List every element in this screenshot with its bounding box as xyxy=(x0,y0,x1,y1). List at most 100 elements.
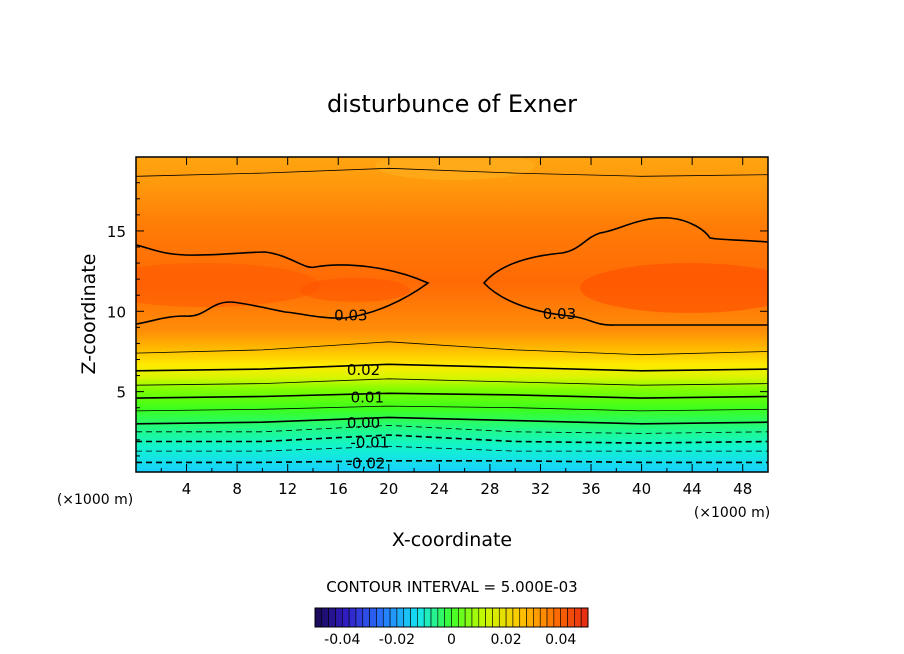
x-unit-left: (×1000 m) xyxy=(57,492,133,508)
y-tick-label-1: 10 xyxy=(107,303,126,321)
colorbar-cell-18 xyxy=(437,607,445,628)
x-tick-label-10: 44 xyxy=(683,480,702,498)
colorbar-cell-0 xyxy=(314,607,323,628)
x-tick-label-2: 12 xyxy=(278,480,297,498)
y-axis: 5 10 15 xyxy=(107,182,768,457)
y-tick-label-2: 15 xyxy=(107,223,126,241)
colorbar-cell-26 xyxy=(492,607,500,628)
x-tick-label-5: 24 xyxy=(430,480,449,498)
contour-line-9 xyxy=(136,341,768,356)
colorbar-cell-7 xyxy=(362,607,370,628)
colorbar-cell-37 xyxy=(567,607,575,628)
contour-line-2 xyxy=(136,434,768,444)
contour-line-8 xyxy=(136,363,768,372)
y-tick-label-0: 5 xyxy=(116,384,126,402)
colorbar-cell-9 xyxy=(376,607,384,628)
colorbar-cell-19 xyxy=(444,607,452,628)
colorbar-cell-35 xyxy=(553,607,561,628)
plot-frame xyxy=(135,156,769,473)
colorbar-cell-13 xyxy=(403,607,411,628)
field-background xyxy=(136,157,768,472)
plot-field: -0.02 -0.010.00 0.01 0.02 0.03 0.03 xyxy=(136,157,768,472)
colorbar-cell-20 xyxy=(451,607,459,628)
colorbar-tick-label-1: -0.02 xyxy=(379,632,415,648)
contour-label-6: 0.01 xyxy=(351,388,384,406)
x-tick-label-3: 16 xyxy=(329,480,348,498)
colorbar-cell-24 xyxy=(478,607,486,628)
contour-line-0 xyxy=(136,460,768,464)
x-axis-title: X-coordinate xyxy=(392,529,512,551)
x-tick-label-4: 20 xyxy=(379,480,398,498)
colorbar-cell-15 xyxy=(417,607,425,628)
max-region-right xyxy=(580,263,768,313)
colorbar-cell-28 xyxy=(505,607,514,628)
colorbar-cell-8 xyxy=(369,607,377,628)
chart-title: disturbunce of Exner xyxy=(327,90,577,118)
colorbar-cell-12 xyxy=(396,607,405,628)
colorbar-tick-label-0: -0.04 xyxy=(324,632,360,648)
colorbar-tick-label-4: 0.04 xyxy=(545,632,576,648)
contour-lines xyxy=(136,167,768,464)
colorbar-ticks: -0.04 -0.02 0 0.02 0.04 xyxy=(324,632,576,648)
contour-line-6 xyxy=(136,392,768,399)
colorbar-cell-16 xyxy=(423,607,432,628)
y-axis-title: Z-coordinate xyxy=(78,254,100,375)
colorbar-cell-21 xyxy=(458,607,466,628)
closed-contour-right xyxy=(482,217,768,326)
colorbar-cell-25 xyxy=(485,607,493,628)
colorbar-cell-1 xyxy=(321,607,329,628)
closed-contour-label-0: 0.03 xyxy=(334,307,367,325)
contour-label-8: 0.02 xyxy=(347,361,380,379)
colorbar-cell-3 xyxy=(335,607,343,628)
colorbar-cell-33 xyxy=(539,607,548,628)
colorbar-cell-22 xyxy=(464,607,473,628)
colorbar-cell-23 xyxy=(471,607,480,628)
contour-line-3 xyxy=(136,424,768,434)
colorbar-cell-32 xyxy=(533,607,541,628)
closed-contours xyxy=(136,217,768,326)
contour-labels: -0.02 -0.010.00 0.01 0.02 0.03 0.03 xyxy=(334,305,576,472)
colorbar-cell-27 xyxy=(498,607,507,628)
colorbar-cell-17 xyxy=(430,607,439,628)
colorbar-cell-38 xyxy=(574,607,582,628)
contour-line-4 xyxy=(136,416,768,425)
x-tick-label-6: 28 xyxy=(480,480,499,498)
colorbar-cell-29 xyxy=(512,607,521,628)
closed-contour-label-1: 0.03 xyxy=(543,305,576,323)
x-tick-label-11: 48 xyxy=(733,480,752,498)
x-tick-label-9: 40 xyxy=(632,480,651,498)
contour-label-0: -0.02 xyxy=(347,454,386,472)
colorbar-cell-6 xyxy=(355,607,364,628)
x-tick-label-8: 36 xyxy=(581,480,600,498)
contour-line-1 xyxy=(136,445,768,452)
contour-line-10 xyxy=(136,167,768,177)
top-light-region xyxy=(375,157,535,180)
colorbar-frame xyxy=(314,607,589,628)
max-region-left xyxy=(136,263,320,307)
colorbar-cell-34 xyxy=(546,607,555,628)
colorbar-cell-5 xyxy=(348,607,357,628)
colorbar-cell-2 xyxy=(328,607,336,628)
colorbar-cell-31 xyxy=(526,607,534,628)
colorbar-tick-label-2: 0 xyxy=(447,632,456,648)
colorbar-cell-30 xyxy=(519,607,527,628)
x-axis: 4 8 12 16 20 24 28 32 36 40 44 48 xyxy=(160,157,752,498)
x-tick-label-1: 8 xyxy=(232,480,242,498)
colorbar-cell-10 xyxy=(382,607,391,628)
colorbar-cell-14 xyxy=(410,607,418,628)
contour-label-4: 0.00 xyxy=(347,414,380,432)
colorbar-cell-39 xyxy=(580,607,589,628)
contour-interval-label: CONTOUR INTERVAL = 5.000E-03 xyxy=(326,578,577,596)
closed-contour-left xyxy=(136,244,430,325)
colorbar-cell-36 xyxy=(560,607,568,628)
colorbar-cell-11 xyxy=(389,607,398,628)
colorbar xyxy=(314,607,589,628)
x-unit-right: (×1000 m) xyxy=(694,505,770,521)
max-region-center xyxy=(300,278,410,302)
contour-label-2: -0.01 xyxy=(350,433,389,451)
contour-line-7 xyxy=(136,378,768,386)
contour-line-5 xyxy=(136,405,768,412)
x-tick-label-7: 32 xyxy=(531,480,550,498)
colorbar-tick-label-3: 0.02 xyxy=(491,632,522,648)
